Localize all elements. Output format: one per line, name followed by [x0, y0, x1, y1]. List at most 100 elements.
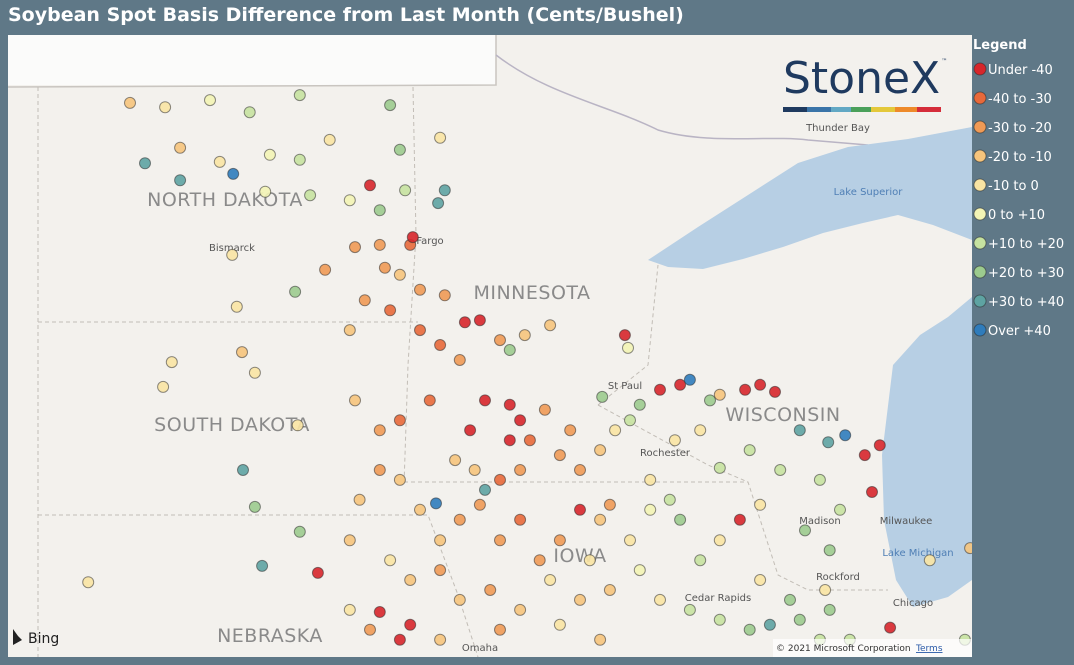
basis-point — [230, 300, 243, 313]
basis-point — [494, 473, 506, 486]
basis-point — [713, 613, 726, 626]
basis-point — [799, 524, 811, 537]
basis-point — [518, 329, 531, 342]
basis-point — [964, 542, 972, 555]
basis-point — [819, 584, 832, 596]
basis-point — [503, 434, 516, 447]
basis-point — [574, 593, 586, 606]
basis-point — [594, 513, 607, 526]
place-label: Omaha — [462, 643, 498, 654]
basis-point — [644, 473, 657, 486]
basis-point — [404, 574, 417, 586]
logo-tm: ™ — [941, 58, 947, 65]
basis-point — [384, 99, 397, 112]
basis-point — [494, 534, 506, 547]
basis-point — [654, 593, 666, 606]
basis-point — [453, 354, 466, 366]
place-label: Rockford — [816, 572, 860, 583]
basis-point — [139, 157, 151, 170]
basis-point — [479, 394, 491, 407]
basis-point — [293, 525, 306, 538]
water-label: Lake Superior — [834, 187, 904, 198]
border — [403, 86, 417, 486]
basis-point — [248, 500, 261, 513]
basis-point — [683, 603, 696, 616]
basis-point — [414, 283, 426, 296]
state-label: NEBRASKA — [217, 625, 323, 647]
basis-point — [793, 613, 806, 626]
basis-point — [473, 314, 486, 327]
basis-point — [236, 346, 248, 359]
basis-point — [704, 394, 716, 407]
legend-swatch — [973, 178, 987, 192]
basis-point — [813, 473, 826, 486]
basis-point — [358, 294, 371, 307]
legend-label: -20 to -10 — [988, 150, 1052, 165]
basis-point — [784, 593, 796, 606]
basis-point — [343, 603, 356, 616]
basis-point — [449, 454, 462, 467]
logo-text: StoneX — [783, 53, 940, 104]
basis-point — [349, 394, 361, 407]
terms-link[interactable]: Terms — [915, 644, 943, 654]
legend-swatch — [973, 62, 987, 76]
basis-point — [694, 424, 707, 437]
points — [82, 89, 972, 646]
basis-point — [227, 167, 240, 180]
basis-point — [624, 414, 636, 427]
basis-point — [393, 268, 406, 281]
basis-point — [393, 143, 406, 156]
basis-point — [343, 324, 356, 337]
logo-bar — [851, 107, 871, 112]
place-label: St Paul — [608, 381, 642, 392]
legend-label: +30 to +40 — [988, 295, 1064, 310]
map-background — [8, 35, 972, 657]
legend-swatch — [973, 236, 987, 250]
logo-bar — [831, 107, 851, 112]
basis-point — [574, 503, 586, 516]
basis-point — [839, 429, 852, 442]
basis-point — [743, 623, 756, 636]
basis-point — [514, 464, 527, 476]
basis-point — [453, 513, 466, 526]
basis-point — [866, 486, 878, 498]
place-label: Madison — [799, 516, 841, 527]
legend-swatch — [973, 91, 987, 105]
basis-point — [594, 444, 607, 457]
basis-point — [609, 424, 622, 437]
place-label: Chicago — [893, 598, 933, 609]
basis-point — [774, 464, 787, 476]
basis-point — [923, 554, 936, 567]
basis-point — [323, 133, 336, 146]
basis-point — [82, 576, 95, 589]
basis-point — [713, 534, 726, 547]
logo: StoneX ™ — [783, 53, 947, 112]
basis-point — [514, 513, 527, 526]
basis-point — [311, 566, 324, 579]
water-label: Lake Michigan — [882, 548, 953, 559]
basis-point — [159, 101, 172, 114]
basis-point — [624, 534, 636, 547]
border — [597, 404, 888, 591]
basis-point — [674, 513, 687, 526]
basis-point — [494, 334, 506, 347]
basis-point — [430, 497, 442, 510]
basis-point — [434, 564, 447, 577]
basis-point — [603, 584, 616, 596]
basis-point — [683, 373, 696, 386]
basis-point — [406, 231, 419, 244]
basis-point — [343, 194, 356, 207]
logo-bar — [895, 107, 917, 112]
logo-bar — [871, 107, 895, 112]
basis-point — [544, 319, 557, 332]
basis-point — [479, 483, 491, 496]
basis-point — [289, 285, 302, 298]
basis-point — [713, 388, 726, 401]
basis-point — [603, 498, 616, 511]
basis-point — [399, 184, 412, 197]
basis-point — [538, 403, 551, 416]
bing-icon — [13, 629, 22, 645]
basis-point — [404, 618, 417, 631]
basis-point — [754, 498, 767, 511]
basis-point — [414, 503, 426, 516]
